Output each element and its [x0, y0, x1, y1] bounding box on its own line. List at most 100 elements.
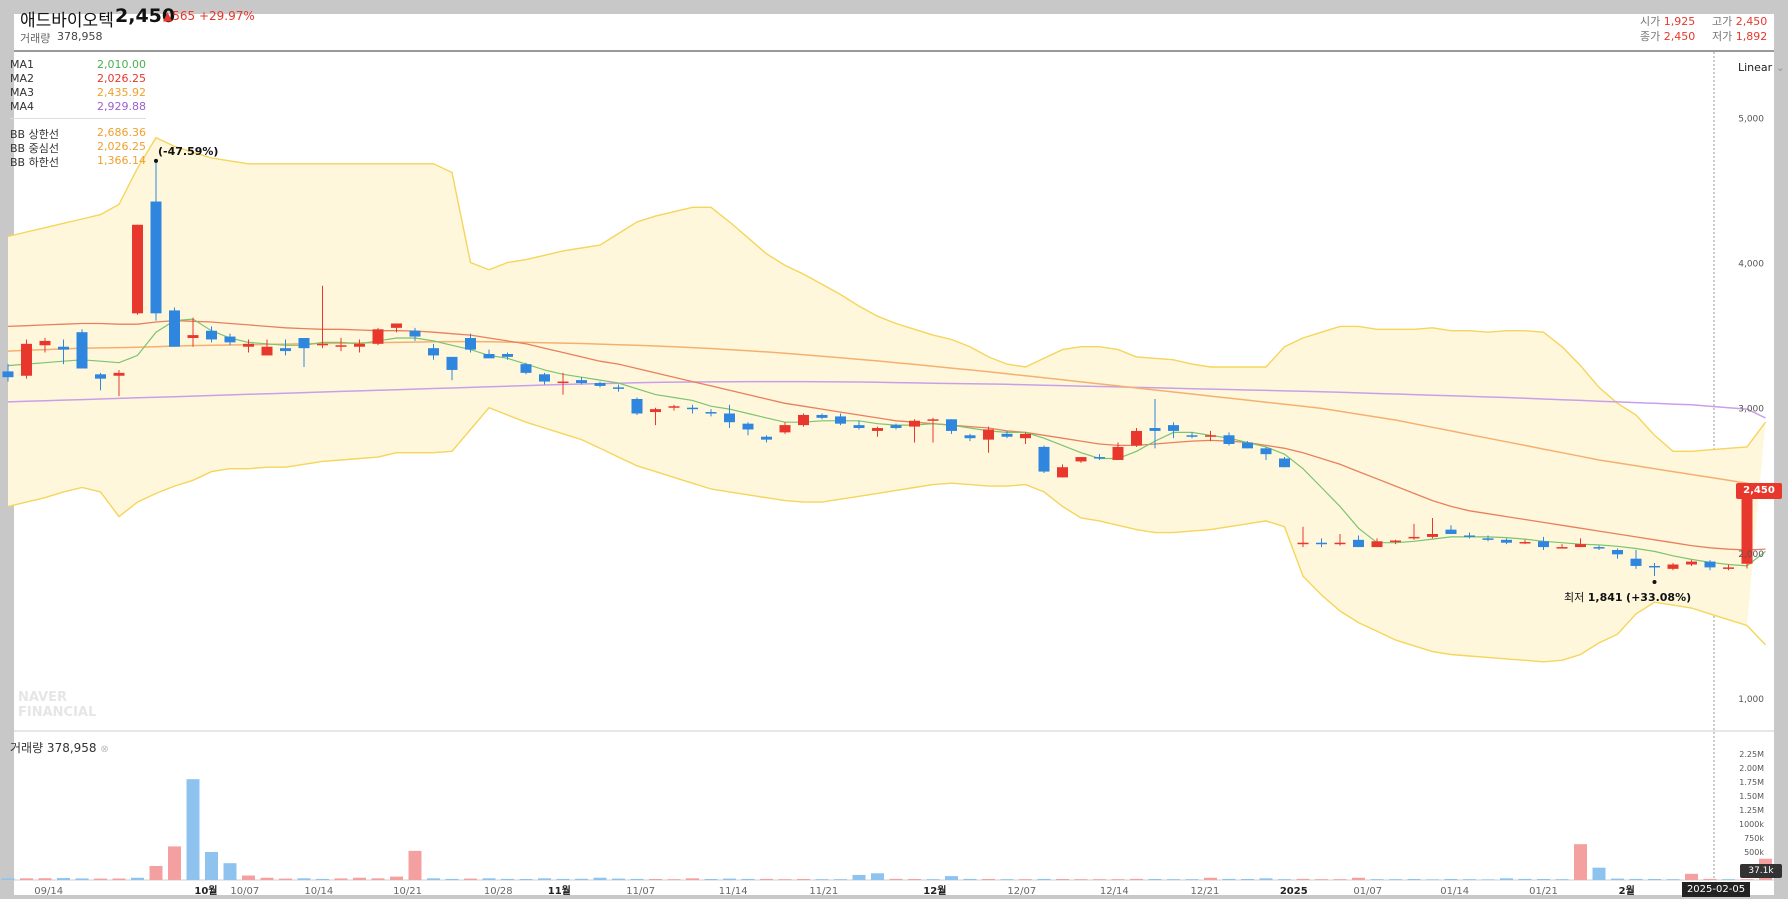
- volume-bar: [889, 878, 903, 880]
- candle-body: [1630, 558, 1642, 566]
- legend-ma4[interactable]: MA4 2,929.88: [10, 100, 146, 113]
- candle-body: [1223, 435, 1235, 444]
- candle-body: [798, 414, 809, 426]
- settings-icon[interactable]: ⊗: [100, 744, 109, 755]
- x-tick-label: 01/14: [1440, 886, 1469, 897]
- ohlc-close: 종가 2,450: [1640, 28, 1695, 44]
- high-marker: [154, 158, 158, 163]
- candle-body: [557, 381, 569, 384]
- candle-body: [409, 330, 421, 337]
- bb-upper-line: [7, 136, 1767, 452]
- volume-bar: [797, 878, 810, 880]
- volume-bar: [1352, 877, 1365, 880]
- volume-bar: [1222, 878, 1236, 880]
- current-price: 2,450: [115, 5, 176, 27]
- volume-bar: [630, 878, 644, 880]
- scale-toggle-button[interactable]: Linear ⌄: [1738, 61, 1785, 74]
- volume-bar: [1370, 879, 1384, 880]
- candle-body: [927, 419, 939, 421]
- volume-bar: [1037, 878, 1051, 880]
- volume-bar: [908, 878, 921, 880]
- volume-bar: [982, 878, 995, 880]
- legend-value: 2,435.92: [97, 86, 146, 99]
- candle-body: [1057, 467, 1068, 478]
- candle-body: [946, 419, 957, 431]
- legend-bb-upper[interactable]: BB 상한선 2,686.36: [10, 126, 146, 142]
- ohlc-value: 1,892: [1735, 30, 1768, 43]
- volume-bar: [427, 878, 440, 880]
- volume-bar: [1315, 879, 1328, 880]
- legend-bb-lower[interactable]: BB 하한선 1,366.14: [10, 154, 146, 170]
- candle-body: [520, 364, 532, 373]
- volume-bar: [1426, 879, 1439, 880]
- legend-bb-middle[interactable]: BB 중심선 2,026.25: [10, 140, 146, 156]
- volume-bar: [1241, 878, 1254, 880]
- volume-bar: [1000, 879, 1014, 880]
- volume-bar: [1574, 844, 1587, 880]
- legend-value: 2,010.00: [97, 58, 146, 71]
- legend-label: MA3: [10, 86, 35, 99]
- x-tick-label: 11/14: [719, 886, 748, 897]
- volume-bar: [593, 877, 607, 880]
- volume-bar: [260, 877, 274, 880]
- candle-body: [335, 345, 347, 347]
- volume-bar: [242, 875, 255, 880]
- volume-bar: [945, 876, 958, 880]
- candle-body: [1482, 538, 1494, 540]
- candle-body: [2, 371, 14, 378]
- legend-label: BB 하한선: [10, 156, 59, 169]
- volume-bar: [649, 878, 662, 880]
- volume-bar: [1148, 878, 1162, 880]
- volume-bar: [667, 879, 681, 880]
- volume-bar: [1407, 878, 1421, 880]
- price-tick-label: 1,000: [1738, 695, 1764, 705]
- candle-body: [1001, 433, 1013, 437]
- volume-bar: [575, 878, 588, 880]
- candle-body: [1427, 534, 1438, 537]
- candle-body: [1723, 567, 1734, 569]
- volume-bar: [686, 878, 699, 880]
- legend-value: 2,686.36: [97, 126, 146, 139]
- price-change: ▲565 +29.97%: [163, 9, 255, 23]
- volume-tick-label: 2.00M: [1739, 764, 1764, 773]
- legend-ma3[interactable]: MA3 2,435.92: [10, 86, 146, 99]
- volume-bar: [408, 850, 422, 880]
- volume-tick-label: 1.50M: [1739, 792, 1764, 801]
- volume-bar: [1481, 879, 1495, 880]
- volume-bar: [1444, 878, 1458, 880]
- candle-body: [761, 436, 772, 440]
- price-tick-label: 2,000: [1738, 550, 1764, 560]
- candle-body: [835, 416, 846, 424]
- candle-body: [779, 425, 791, 433]
- candle-body: [1612, 549, 1623, 555]
- x-tick-label: 12/07: [1007, 886, 1036, 897]
- candle-body: [1075, 457, 1087, 462]
- legend-value: 2,929.88: [97, 100, 146, 113]
- volume-bar: [316, 878, 329, 880]
- volume-bar: [223, 863, 237, 880]
- candle-body: [1704, 561, 1716, 568]
- candle-body: [1593, 547, 1605, 549]
- volume-tag: 37.1k: [1740, 864, 1782, 878]
- candle-body: [1186, 435, 1198, 437]
- candle-body: [113, 372, 125, 376]
- price-tick-label: 4,000: [1738, 260, 1764, 270]
- volume-bar: [519, 878, 533, 880]
- naver-financial-watermark: NAVER FINANCIAL: [18, 690, 96, 720]
- volume-bar: [1333, 879, 1347, 880]
- volume-bar: [20, 878, 33, 880]
- legend-ma1[interactable]: MA1 2,010.00: [10, 58, 146, 71]
- volume-bar: [1518, 878, 1532, 880]
- volume-bar: [297, 878, 311, 880]
- volume-bar: [1740, 879, 1754, 880]
- candle-body: [1686, 561, 1697, 565]
- candle-body: [853, 425, 865, 429]
- volume-bar: [1278, 879, 1291, 880]
- candle-body: [132, 224, 143, 314]
- candle-body: [964, 435, 976, 439]
- volume-bar: [852, 874, 866, 880]
- volume-bar: [1259, 878, 1273, 880]
- watermark-line: FINANCIAL: [18, 705, 97, 720]
- legend-ma2[interactable]: MA2 2,026.25: [10, 72, 146, 85]
